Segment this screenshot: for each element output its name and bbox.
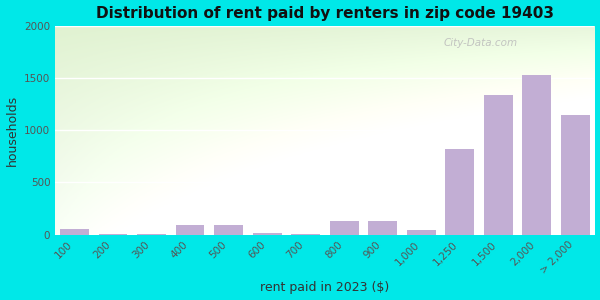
Bar	[484, 95, 512, 235]
Bar	[561, 115, 590, 235]
Bar	[214, 225, 243, 235]
Bar	[98, 234, 127, 235]
Bar	[368, 221, 397, 235]
Bar	[522, 75, 551, 235]
Bar	[253, 232, 281, 235]
Bar	[291, 234, 320, 235]
Title: Distribution of rent paid by renters in zip code 19403: Distribution of rent paid by renters in …	[96, 6, 554, 21]
X-axis label: rent paid in 2023 ($): rent paid in 2023 ($)	[260, 281, 389, 294]
Y-axis label: households: households	[5, 95, 19, 166]
Bar	[176, 225, 205, 235]
Bar	[137, 234, 166, 235]
Text: City-Data.com: City-Data.com	[443, 38, 518, 48]
Bar	[407, 230, 436, 235]
Bar	[329, 221, 359, 235]
Bar	[445, 149, 474, 235]
Bar	[60, 230, 89, 235]
